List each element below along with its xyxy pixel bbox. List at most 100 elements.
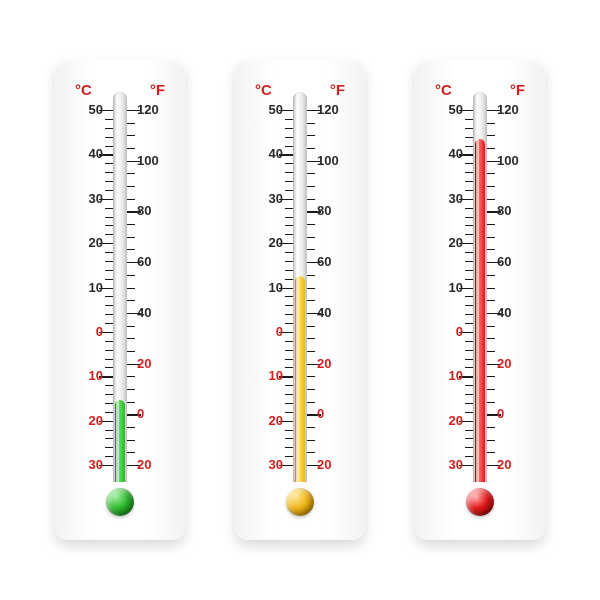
celsius-minor-tick [465, 181, 473, 182]
celsius-minor-tick [105, 252, 113, 253]
celsius-minor-tick [105, 172, 113, 173]
celsius-minor-tick [285, 225, 293, 226]
fahrenheit-unit-label: °F [330, 82, 345, 99]
celsius-minor-tick [465, 270, 473, 271]
celsius-minor-tick [465, 208, 473, 209]
celsius-minor-tick [285, 163, 293, 164]
celsius-scale-label: 20 [433, 413, 463, 428]
fahrenheit-minor-tick [127, 300, 135, 301]
celsius-unit-label: °C [435, 82, 452, 99]
celsius-scale-label: 50 [73, 102, 103, 117]
fahrenheit-scale-label: 0 [317, 406, 347, 421]
fahrenheit-minor-tick [307, 288, 315, 289]
fahrenheit-minor-tick [487, 275, 495, 276]
celsius-scale-label: 10 [433, 280, 463, 295]
celsius-minor-tick [105, 181, 113, 182]
celsius-scale-label: 20 [253, 235, 283, 250]
celsius-minor-tick [285, 385, 293, 386]
celsius-minor-tick [465, 412, 473, 413]
fahrenheit-minor-tick [127, 173, 135, 174]
celsius-scale-label: 30 [433, 457, 463, 472]
fahrenheit-minor-tick [127, 186, 135, 187]
celsius-minor-tick [285, 190, 293, 191]
celsius-minor-tick [105, 137, 113, 138]
fahrenheit-unit-label: °F [150, 82, 165, 99]
fahrenheit-scale-label: 60 [317, 254, 347, 269]
celsius-minor-tick [105, 367, 113, 368]
celsius-scale-label: 10 [73, 280, 103, 295]
fahrenheit-minor-tick [487, 389, 495, 390]
celsius-scale-label: 20 [73, 413, 103, 428]
celsius-minor-tick [285, 137, 293, 138]
fahrenheit-scale-label: 100 [137, 153, 167, 168]
celsius-minor-tick [285, 412, 293, 413]
celsius-minor-tick [285, 208, 293, 209]
celsius-minor-tick [105, 359, 113, 360]
fahrenheit-scale-label: 40 [497, 305, 527, 320]
fahrenheit-minor-tick [307, 275, 315, 276]
fahrenheit-minor-tick [307, 440, 315, 441]
celsius-minor-tick [105, 350, 113, 351]
fahrenheit-minor-tick [307, 173, 315, 174]
fahrenheit-minor-tick [307, 148, 315, 149]
fahrenheit-minor-tick [307, 123, 315, 124]
fahrenheit-minor-tick [487, 326, 495, 327]
fahrenheit-minor-tick [487, 288, 495, 289]
celsius-minor-tick [285, 252, 293, 253]
fahrenheit-scale-label: 120 [317, 102, 347, 117]
celsius-minor-tick [285, 367, 293, 368]
celsius-minor-tick [105, 341, 113, 342]
fahrenheit-minor-tick [127, 123, 135, 124]
celsius-minor-tick [105, 217, 113, 218]
celsius-scale-label: 0 [433, 324, 463, 339]
fahrenheit-minor-tick [307, 402, 315, 403]
fahrenheit-minor-tick [127, 288, 135, 289]
celsius-minor-tick [465, 430, 473, 431]
fahrenheit-minor-tick [487, 338, 495, 339]
celsius-scale-label: 30 [73, 191, 103, 206]
celsius-scale-label: 0 [253, 324, 283, 339]
celsius-minor-tick [465, 359, 473, 360]
celsius-minor-tick [465, 190, 473, 191]
celsius-minor-tick [285, 128, 293, 129]
fahrenheit-minor-tick [487, 452, 495, 453]
fahrenheit-minor-tick [127, 224, 135, 225]
fahrenheit-minor-tick [127, 376, 135, 377]
celsius-minor-tick [285, 314, 293, 315]
celsius-minor-tick [285, 438, 293, 439]
fahrenheit-minor-tick [487, 135, 495, 136]
celsius-minor-tick [285, 270, 293, 271]
fahrenheit-minor-tick [307, 338, 315, 339]
celsius-scale-label: 30 [433, 191, 463, 206]
fahrenheit-minor-tick [307, 249, 315, 250]
celsius-minor-tick [465, 252, 473, 253]
fahrenheit-minor-tick [127, 402, 135, 403]
fahrenheit-minor-tick [307, 224, 315, 225]
celsius-scale-label: 50 [253, 102, 283, 117]
celsius-scale-label: 40 [73, 146, 103, 161]
celsius-minor-tick [465, 217, 473, 218]
celsius-minor-tick [105, 447, 113, 448]
celsius-scale-label: 30 [253, 191, 283, 206]
celsius-scale-label: 30 [73, 457, 103, 472]
celsius-minor-tick [105, 385, 113, 386]
celsius-scale-label: 10 [253, 368, 283, 383]
celsius-minor-tick [105, 208, 113, 209]
fahrenheit-scale-label: 40 [137, 305, 167, 320]
celsius-minor-tick [465, 146, 473, 147]
fahrenheit-scale-label: 60 [497, 254, 527, 269]
fahrenheit-scale-label: 20 [137, 356, 167, 371]
fahrenheit-minor-tick [307, 237, 315, 238]
celsius-minor-tick [105, 314, 113, 315]
thermometer-tube [473, 92, 487, 482]
fahrenheit-scale-label: 100 [317, 153, 347, 168]
celsius-minor-tick [465, 385, 473, 386]
celsius-minor-tick [285, 181, 293, 182]
celsius-minor-tick [465, 447, 473, 448]
celsius-minor-tick [105, 119, 113, 120]
fahrenheit-scale-label: 20 [317, 356, 347, 371]
celsius-minor-tick [465, 367, 473, 368]
celsius-minor-tick [465, 128, 473, 129]
celsius-minor-tick [285, 261, 293, 262]
celsius-minor-tick [285, 403, 293, 404]
